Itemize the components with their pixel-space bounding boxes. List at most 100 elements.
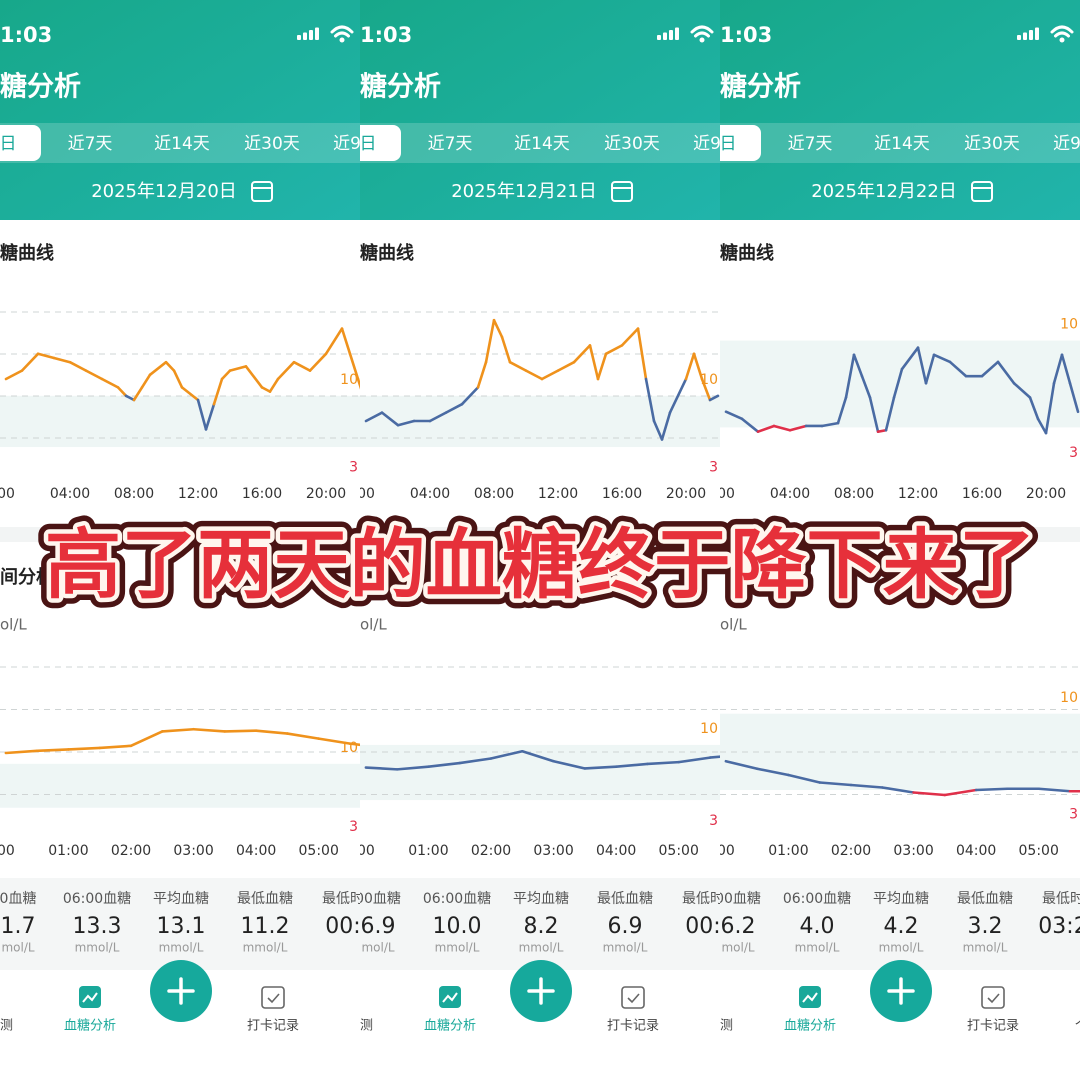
section-title: 糖曲线 (720, 242, 774, 264)
x-tick-label: 01:00 (768, 843, 808, 859)
nav-icon-calendar (981, 986, 1005, 1009)
nav-icon-calendar (621, 986, 645, 1009)
glucose-line (324, 327, 344, 356)
signal-bar (1035, 27, 1039, 40)
stat-unit: mmol/L (963, 941, 1008, 955)
y-tick-label: 3 (709, 460, 718, 476)
tab[interactable]: 近30天 (244, 134, 300, 154)
stat-value: 10.0 (433, 914, 482, 939)
stat-unit: mmol/L (795, 941, 840, 955)
x-tick-label: 04:00 (50, 486, 90, 502)
glucose-line (276, 360, 296, 381)
y-tick-label: 10 (1060, 690, 1078, 706)
x-tick-label: 05:00 (1019, 843, 1059, 859)
tab-bar (720, 123, 1080, 163)
glucose-line (636, 327, 648, 381)
glucose-line (652, 419, 664, 441)
glucose-line (180, 386, 200, 402)
wifi-dot (339, 37, 345, 43)
glucose-line (620, 327, 640, 347)
nav-item[interactable]: 测 (720, 1019, 733, 1034)
glucose-line (254, 729, 289, 735)
glucose-line (508, 360, 528, 372)
nav-item[interactable]: 打卡记录 (247, 1019, 299, 1034)
nav-item[interactable]: 血糖分析 (424, 1018, 476, 1034)
glucose-line (614, 762, 649, 768)
stat-label: 06:00血糖 (783, 891, 851, 907)
date[interactable]: 2025年12月22日 (811, 181, 957, 202)
glucose-line (124, 394, 136, 402)
nav-item[interactable]: 个 (1075, 1019, 1080, 1034)
nav-item[interactable]: 测 (360, 1019, 373, 1034)
x-tick-label: 00 (0, 843, 15, 859)
glucose-line (228, 365, 248, 372)
stat-value: 00: (325, 914, 360, 939)
tab[interactable]: 日 (720, 134, 737, 154)
date[interactable]: 2025年12月21日 (451, 181, 597, 202)
glucose-line (552, 759, 587, 770)
stat-label: 00血糖 (360, 891, 401, 907)
nav-item[interactable]: 打卡记录 (967, 1019, 1019, 1034)
tab[interactable]: 近14天 (154, 134, 210, 154)
glucose-line (900, 346, 920, 371)
nav-item[interactable]: 血糖分析 (784, 1018, 836, 1034)
tab[interactable]: 日 (0, 134, 17, 154)
tab[interactable]: 近7天 (68, 134, 113, 154)
glucose-line (4, 369, 24, 381)
tab[interactable]: 近7天 (788, 134, 833, 154)
x-tick-label: 02:00 (471, 843, 511, 859)
stat-unit: mmol/L (159, 941, 204, 955)
glucose-line (924, 353, 936, 385)
glucose-line (129, 730, 164, 748)
tab[interactable]: 近7天 (428, 134, 473, 154)
tab-selected (720, 125, 761, 161)
stat-label: 06:00血糖 (423, 891, 491, 907)
glucose-line (787, 773, 822, 784)
tab[interactable]: 近14天 (874, 134, 930, 154)
signal-bar (315, 27, 319, 40)
x-tick-label: 04:00 (410, 486, 450, 502)
glucose-line (708, 755, 720, 759)
tab[interactable]: 日 (360, 134, 377, 154)
nav-item[interactable]: 血糖分析 (64, 1018, 116, 1034)
x-tick-label: 04:00 (236, 843, 276, 859)
x-tick-label: 03:00 (533, 843, 573, 859)
calendar-icon (251, 181, 273, 202)
stat-value: 03:2 (1038, 914, 1080, 939)
glucose-line (646, 760, 681, 766)
glucose-line (880, 786, 915, 794)
status-time: 1:03 (720, 23, 772, 47)
section-divider (720, 527, 1080, 542)
add-button-plus (527, 977, 555, 1005)
nav-item[interactable]: 测 (0, 1019, 13, 1034)
nav-item[interactable]: 打卡记录 (607, 1019, 659, 1034)
glucose-line (520, 749, 555, 763)
nav-icon-chart-line (82, 992, 98, 1003)
tab[interactable]: 近30天 (604, 134, 660, 154)
glucose-line (1068, 381, 1080, 414)
tab[interactable]: 近30天 (964, 134, 1020, 154)
glucose-line (67, 746, 102, 751)
tab[interactable]: 近9 (1053, 134, 1080, 154)
glucose-line (317, 737, 352, 745)
stat-label: 最低血糖 (237, 891, 293, 907)
y-tick-label: 3 (709, 813, 718, 829)
unit-label: ol/L (360, 616, 387, 634)
glucose-line (356, 377, 360, 390)
glucose-line (724, 759, 759, 771)
tab[interactable]: 近9 (693, 134, 720, 154)
glucose-line (223, 729, 258, 733)
tab[interactable]: 近9 (333, 134, 360, 154)
date[interactable]: 2025年12月20日 (91, 181, 237, 202)
glucose-line (912, 791, 947, 797)
x-tick-label: 20:00 (306, 486, 346, 502)
section-title: 间分析 (0, 566, 54, 588)
x-tick-label: 12:00 (178, 486, 218, 502)
glucose-line (395, 765, 430, 771)
glucose-line (84, 369, 104, 381)
tab[interactable]: 近14天 (514, 134, 570, 154)
glucose-line (996, 360, 1016, 385)
